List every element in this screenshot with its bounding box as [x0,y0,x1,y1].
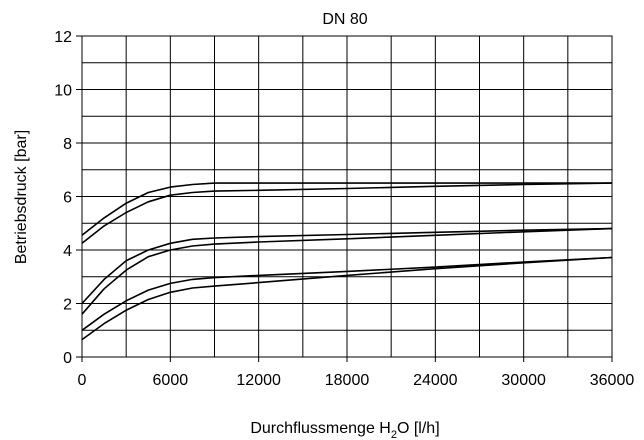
y-tick-label: 10 [54,83,72,100]
y-tick-label: 2 [63,297,72,314]
y-tick-label: 6 [63,190,72,207]
x-tick-labels: 0 6000 12000 18000 24000 30000 36000 [78,372,635,389]
y-tick-label: 4 [63,243,72,260]
y-tick-label: 12 [54,29,72,46]
series-line [81,227,613,305]
series-line [81,182,613,244]
x-tick-label: 36000 [590,372,635,389]
x-axis-label: Durchflussmenge H2O [l/h] [250,420,439,440]
series-line [81,256,613,331]
series-line [81,182,612,236]
series-line [81,256,613,341]
x-tick-label: 18000 [325,372,370,389]
chart-title: DN 80 [322,11,367,28]
x-tick-label: 12000 [236,372,281,389]
y-axis-label: Betriebsdruck [bar] [13,130,30,264]
chart-grid [81,35,613,358]
x-tick-label: 30000 [501,372,546,389]
series-line [81,227,613,315]
y-tick-labels: 0 2 4 6 8 10 12 [54,29,72,367]
y-tick-label: 8 [63,136,72,153]
chart-series [81,182,613,341]
x-tick-label: 24000 [413,372,458,389]
y-tick-label: 0 [63,350,72,367]
x-tick-label: 0 [78,372,87,389]
tick-marks [76,35,613,362]
x-tick-label: 6000 [153,372,189,389]
